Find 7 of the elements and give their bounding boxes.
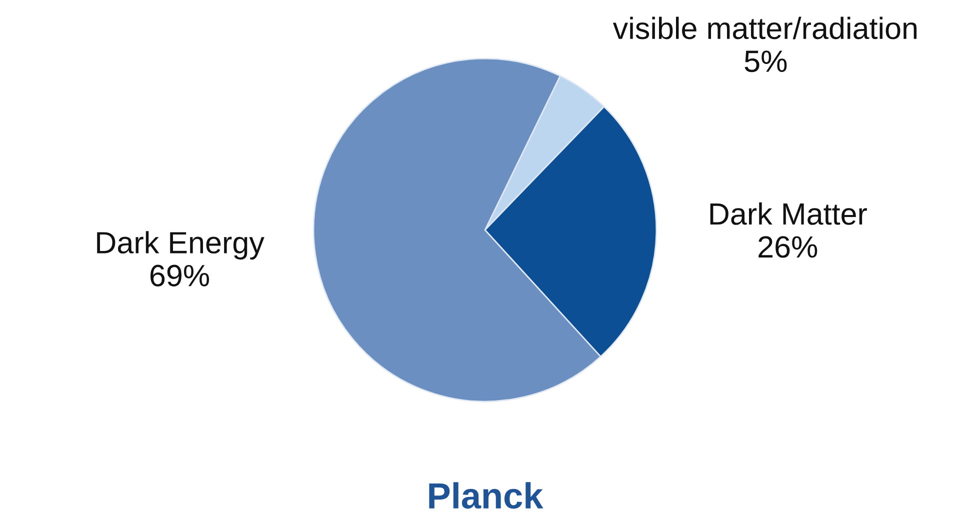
text: Planck	[429, 482, 544, 509]
data-label: 26%	[758, 236, 818, 258]
data-label: 69%	[150, 264, 210, 286]
data-label: 5%	[744, 50, 787, 72]
slice-label: visible matter/radiation	[612, 16, 917, 40]
slice-label: Dark Matter	[710, 202, 867, 225]
slice-label: Dark Energy	[97, 231, 264, 260]
